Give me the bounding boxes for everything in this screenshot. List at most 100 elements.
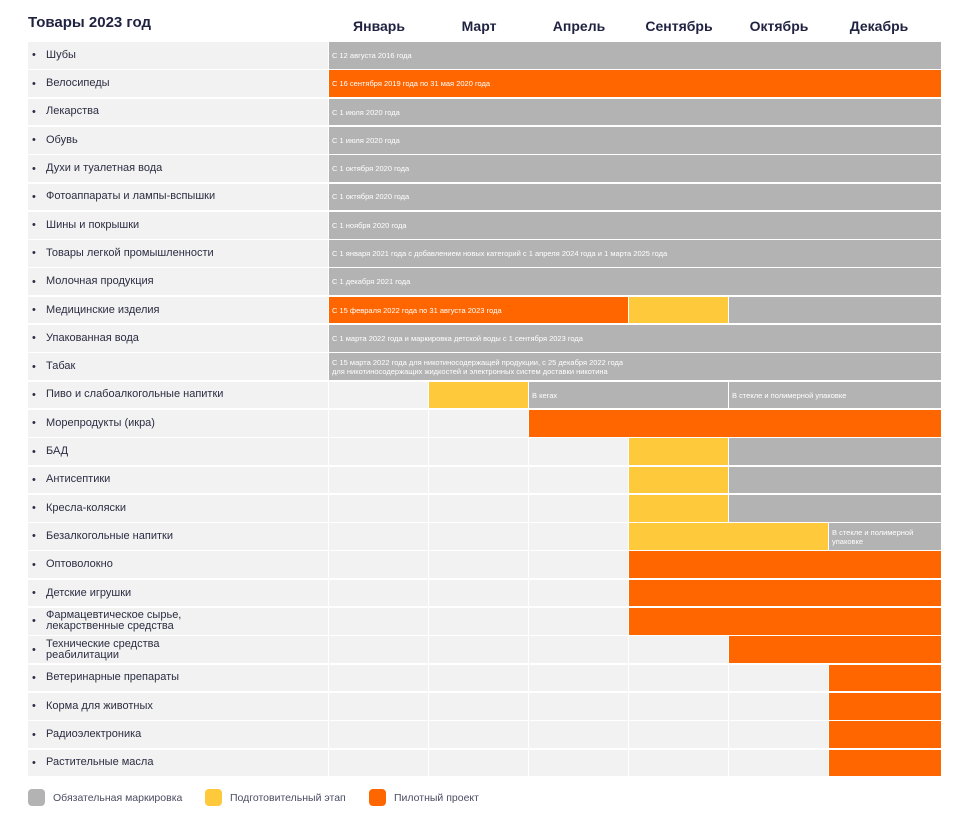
empty-cell	[329, 381, 428, 409]
row-label: • Медицинские изделия	[32, 297, 332, 324]
row-label-background	[28, 126, 328, 154]
empty-cell	[429, 749, 528, 777]
empty-cell	[329, 636, 428, 664]
empty-cell	[529, 749, 628, 777]
empty-cell	[529, 438, 628, 465]
row-label-text: Технические средства реабилитации	[46, 637, 160, 661]
empty-cell	[329, 551, 428, 579]
empty-cell	[329, 523, 428, 550]
row-label-text: Корма для животных	[46, 699, 153, 712]
empty-cell	[529, 466, 628, 494]
bar-mandatory	[729, 438, 941, 465]
bar-label: С 16 сентября 2019 года по 31 мая 2020 г…	[332, 79, 491, 89]
bar-pilot	[329, 296, 628, 324]
row-label-text: Молочная продукция	[46, 275, 154, 288]
bar-prep	[629, 438, 728, 465]
row-label-background	[28, 749, 328, 777]
legend-item: Подготовительный этап	[205, 789, 346, 806]
row-label-background	[28, 466, 328, 494]
bar-mandatory	[329, 155, 941, 182]
legend-swatch	[369, 789, 386, 806]
empty-cell	[429, 579, 528, 607]
bullet-icon: •	[32, 388, 36, 401]
bar-mandatory	[729, 466, 941, 494]
row-label: • Радиоэлектроника	[32, 721, 332, 748]
bullet-icon: •	[32, 360, 36, 373]
bullet-icon: •	[32, 615, 36, 628]
row-label-text: Растительные масла	[46, 756, 154, 769]
empty-cell	[529, 608, 628, 635]
bar-pilot	[729, 636, 941, 664]
row-label: • БАД	[32, 438, 332, 465]
empty-cell	[529, 551, 628, 579]
row-label-background	[28, 325, 328, 352]
bullet-icon: •	[32, 728, 36, 741]
bar-label: С 1 марта 2022 года и маркировка детской…	[332, 333, 583, 343]
empty-cell	[429, 608, 528, 635]
row-label-background	[28, 551, 328, 579]
row-label-text: Радиоэлектроника	[46, 728, 142, 741]
row-label-text: Фотоаппараты и лампы-вспышки	[46, 190, 216, 203]
row-label-background	[28, 579, 328, 607]
bullet-icon: •	[32, 49, 36, 62]
bar-label: С 12 августа 2016 года	[332, 50, 412, 60]
bar-prep	[629, 296, 728, 324]
bullet-icon: •	[32, 417, 36, 430]
month-label: Октябрь	[749, 18, 809, 34]
row-label-text: Детские игрушки	[46, 586, 132, 599]
empty-cell	[629, 692, 728, 720]
row-label-background	[28, 721, 328, 748]
bar-mandatory	[729, 296, 941, 324]
month-label: Декабрь	[849, 18, 909, 34]
row-label: • Табак	[32, 353, 332, 380]
bullet-icon: •	[32, 445, 36, 458]
month-label: Сентябрь	[645, 18, 713, 34]
row-label-background	[28, 155, 328, 182]
empty-cell	[429, 494, 528, 522]
bar-mandatory	[329, 98, 941, 126]
row-label: • Фармацевтическое сырье, лекарственные с…	[32, 608, 332, 635]
row-label-text: Фармацевтическое сырье, лекарственные ср…	[46, 609, 182, 633]
empty-cell	[329, 608, 428, 635]
legend-label: Подготовительный этап	[230, 791, 346, 804]
row-label: • Духи и туалетная вода	[32, 155, 332, 182]
row-label-background	[28, 268, 328, 296]
row-label-background	[28, 381, 328, 409]
bar-prep	[629, 494, 728, 522]
bar-pilot	[629, 608, 941, 635]
empty-cell	[429, 438, 528, 465]
bar-mandatory	[829, 523, 941, 550]
empty-cell	[329, 721, 428, 748]
row-label-text: Духи и туалетная вода	[46, 162, 163, 175]
bar-label: С 1 октября 2020 года	[332, 164, 410, 174]
bar-label: В кегах	[532, 390, 558, 400]
bullet-icon: •	[32, 502, 36, 515]
row-label: • Антисептики	[32, 467, 332, 494]
empty-cell	[729, 692, 828, 720]
empty-cell	[329, 664, 428, 692]
empty-cell	[329, 409, 428, 437]
row-label: • Лекарства	[32, 99, 332, 126]
empty-cell	[529, 494, 628, 522]
row-label-text: Медицинские изделия	[46, 303, 160, 316]
row-label: • Морепродукты (икра)	[32, 410, 332, 437]
row-label: • Обувь	[32, 127, 332, 154]
row-label-background	[28, 523, 328, 550]
row-label-background	[28, 692, 328, 720]
empty-cell	[429, 466, 528, 494]
row-label-text: Велосипеды	[46, 77, 110, 90]
bar-label: С 15 февраля 2022 года по 31 августа 202…	[332, 305, 502, 315]
row-label-text: Антисептики	[46, 473, 111, 486]
row-label-text: Морепродукты (икра)	[46, 416, 155, 429]
bullet-icon: •	[32, 77, 36, 90]
row-label-background	[28, 70, 328, 98]
bar-mandatory	[529, 381, 728, 409]
row-label-text: Ветеринарные препараты	[46, 671, 180, 684]
empty-cell	[429, 692, 528, 720]
bar-mandatory	[329, 325, 941, 352]
bar-label: С 1 октября 2020 года	[332, 192, 410, 202]
bar-mandatory	[329, 268, 941, 296]
empty-cell	[429, 636, 528, 664]
row-label-background	[28, 608, 328, 635]
row-label: • Пиво и слабоалкогольные напитки	[32, 382, 332, 409]
